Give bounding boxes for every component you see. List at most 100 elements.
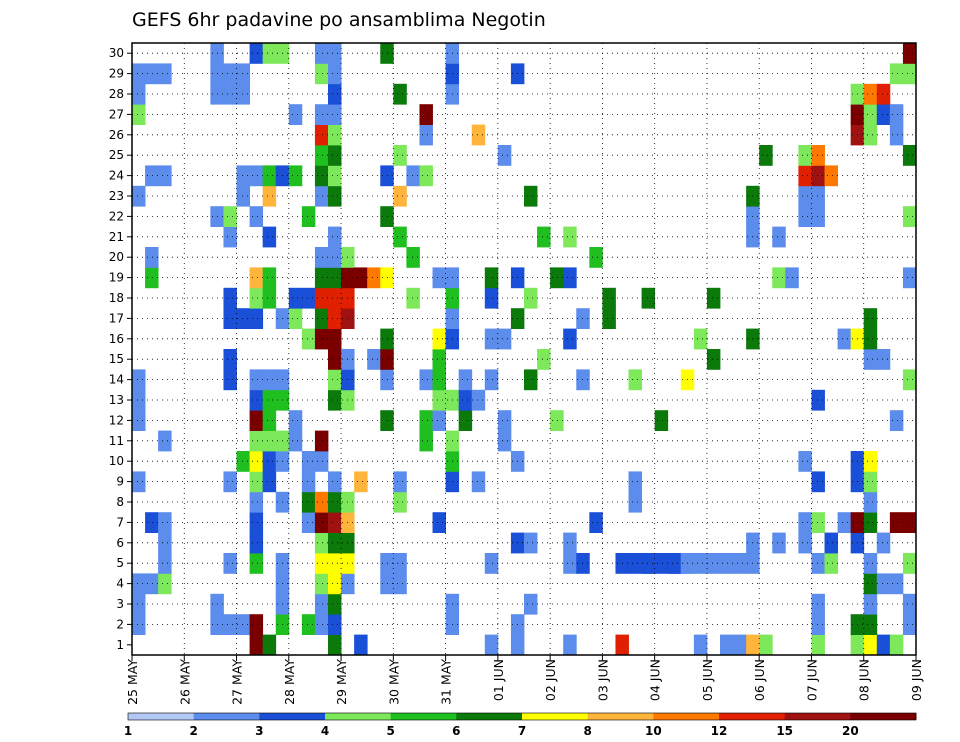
heatmap-cell (236, 63, 250, 85)
heatmap-cell (759, 634, 773, 656)
heatmap-cell (537, 226, 551, 248)
heatmap-cell (249, 43, 264, 64)
heatmap-cell (876, 573, 891, 595)
heatmap-cell (811, 389, 825, 411)
colorbar-swatch (325, 713, 392, 720)
heatmap-cell (889, 104, 904, 125)
heatmap-cell (863, 553, 878, 574)
heatmap-cell (471, 471, 486, 493)
heatmap-cell (314, 328, 329, 350)
heatmap-cell (563, 328, 577, 350)
heatmap-cell (733, 634, 747, 656)
heatmap-cell (158, 63, 172, 85)
heatmap-cell (249, 165, 264, 187)
heatmap-cell (314, 145, 329, 166)
heatmap-cell (301, 206, 316, 227)
heatmap-cell (223, 206, 237, 227)
heatmap-cell (393, 471, 407, 493)
heatmap-cell (876, 634, 891, 656)
heatmap-cell (314, 185, 329, 207)
heatmap-cell (484, 267, 499, 289)
heatmap-cell (563, 226, 577, 248)
heatmap-cell (889, 512, 904, 533)
heatmap-cell (262, 185, 277, 207)
heatmap-cell (249, 634, 264, 656)
chart-title: GEFS 6hr padavine po ansamblima Negotin (132, 9, 546, 31)
heatmap-cell (314, 614, 329, 635)
heatmap-cell (641, 553, 656, 574)
heatmap-cell (772, 226, 786, 248)
heatmap-cell (458, 410, 473, 431)
heatmap-cell (145, 63, 159, 85)
heatmap-cell (432, 349, 446, 370)
heatmap-cell (354, 471, 368, 493)
y-tick-label: 3 (116, 597, 124, 611)
heatmap-cell (902, 267, 917, 289)
heatmap-cell (328, 614, 342, 635)
heatmap-cell (301, 328, 316, 350)
heatmap-cell (262, 389, 277, 411)
heatmap-cell (314, 43, 329, 64)
heatmap-cell (798, 145, 812, 166)
y-tick-label: 24 (109, 169, 124, 183)
heatmap-cell (249, 308, 264, 329)
x-tick-label: 28 MAY (282, 659, 297, 705)
heatmap-cell (811, 185, 825, 207)
y-tick-label: 11 (109, 434, 124, 448)
heatmap-cell (524, 593, 538, 615)
y-tick-label: 14 (109, 373, 124, 387)
heatmap-cell (458, 389, 473, 411)
heatmap-cell (432, 389, 446, 411)
heatmap-cell (393, 573, 407, 595)
heatmap-cell (667, 553, 682, 574)
colorbar-label: 3 (255, 724, 263, 738)
heatmap-cell (798, 165, 812, 187)
heatmap-cell (328, 532, 342, 554)
heatmap-cell (132, 104, 146, 125)
heatmap-cell (158, 532, 172, 554)
colorbar-frame (127, 712, 917, 721)
heatmap-cell (563, 634, 577, 656)
heatmap-cell (314, 124, 329, 146)
x-tick-label: 07 JUN (804, 659, 819, 701)
heatmap-cell (524, 369, 538, 391)
heatmap-cell (262, 410, 277, 431)
x-tick-label: 27 MAY (230, 659, 245, 705)
heatmap-cell (628, 369, 642, 391)
heatmap-cell (863, 328, 878, 350)
heatmap-cell (314, 451, 329, 472)
heatmap-cell (328, 634, 342, 656)
heatmap-cell (132, 389, 146, 411)
heatmap-cell (328, 185, 342, 207)
heatmap-cell (249, 614, 264, 635)
heatmap-cell (837, 328, 852, 350)
heatmap-cell (602, 308, 616, 329)
heatmap-cell (811, 471, 825, 493)
heatmap-cell (249, 369, 264, 391)
heatmap-cell (902, 43, 917, 64)
x-tick-label: 01 JUN (491, 659, 506, 701)
heatmap-cell (419, 104, 433, 125)
heatmap-cell (328, 369, 342, 391)
heatmap-cell (432, 512, 446, 533)
heatmap-cell (328, 553, 342, 574)
heatmap-cell (314, 512, 329, 533)
heatmap-cell (902, 512, 917, 533)
heatmap-cell (328, 593, 342, 615)
heatmap-cell (471, 389, 486, 411)
heatmap-cell (863, 104, 878, 125)
colorbar-swatch (522, 713, 589, 720)
heatmap-cell (811, 593, 825, 615)
heatmap-cell (249, 471, 264, 493)
heatmap-cell (249, 267, 264, 289)
heatmap-cell (262, 226, 277, 248)
colorbar-swatch (259, 713, 326, 720)
heatmap-cell (759, 145, 773, 166)
heatmap-cell (236, 83, 250, 105)
heatmap-cell (419, 165, 433, 187)
heatmap-cell (824, 165, 838, 187)
heatmap-cell (262, 165, 277, 187)
x-tick-label: 09 JUN (909, 659, 924, 701)
heatmap-cell (811, 206, 825, 227)
